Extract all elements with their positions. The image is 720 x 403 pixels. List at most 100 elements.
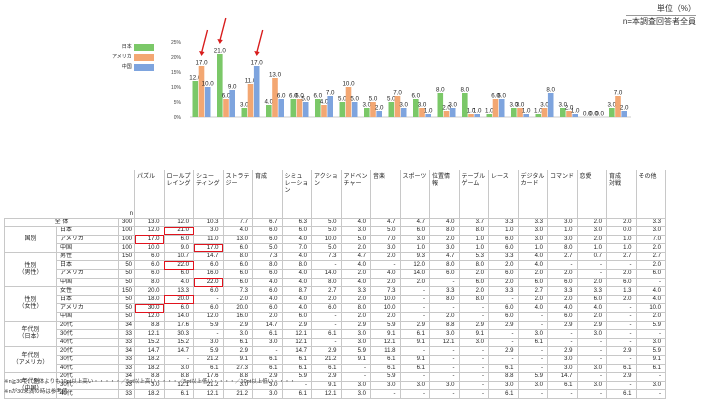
table-cell: 1.0 <box>547 226 578 236</box>
table-cell: - <box>370 260 401 271</box>
y-tick-label: 5% <box>174 100 182 106</box>
table-cell: 6.0 <box>281 226 312 236</box>
bar-japan <box>388 102 395 117</box>
table-cell: 6.1 <box>488 389 519 399</box>
table-row: 日本 50 18.0 20.0-2.0 4.0 4.0 2.0 2.0 10.0-8.0 8.0-… <box>5 294 666 305</box>
table-cell: 5.0 <box>311 226 342 236</box>
table-cell: 3.3 <box>547 286 578 296</box>
table-cell: 3.0 <box>340 329 371 339</box>
table-cell: - <box>429 355 460 365</box>
table-cell: 6.0 <box>222 269 253 279</box>
table-cell: 5.0 <box>370 226 401 236</box>
bar-japan <box>290 99 297 117</box>
bar-chart: 25% 20% 15% 10% 5% 0% 12.0 17.0 10.0 21.0 6.0 9.0 3.… <box>171 17 631 121</box>
table-cell: - <box>399 389 430 399</box>
data-label: 10.0 <box>342 81 355 88</box>
table-cell: 1.0 <box>458 243 489 253</box>
table-cell: - <box>517 320 548 331</box>
table-cell: 3.0 <box>193 337 224 348</box>
table-cell: 6.0 <box>193 286 224 296</box>
table-cell: 2.7 <box>547 251 578 262</box>
table-cell: - <box>311 337 342 348</box>
data-label: 3.0 <box>418 102 427 109</box>
significance-note: ※n≧30で、全体よりも10pt以上高い・・・・・／5pt以上高い・・・・／5p… <box>4 379 296 385</box>
table-cell: 6.0 <box>252 286 283 296</box>
legend-swatch <box>133 43 154 51</box>
table-cell: 9.1 <box>458 329 489 339</box>
table-cell: 12.1 <box>281 337 312 348</box>
table-cell: 10.7 <box>163 251 194 262</box>
table-cell: 2.9 <box>222 320 253 331</box>
table-cell: 3.3 <box>576 286 607 296</box>
table-cell: - <box>517 363 548 374</box>
highlight-arrow <box>219 17 227 42</box>
table-cell: 2.0 <box>429 234 460 245</box>
table-cell: 2.9 <box>281 320 312 331</box>
table-cell: 4.0 <box>576 303 607 314</box>
table-cell: 4.0 <box>517 303 548 314</box>
table-cell: 2.0 <box>547 269 578 279</box>
table-cell: 6.0 <box>576 294 607 305</box>
data-label: 6.0 <box>497 93 506 100</box>
data-label: 17.0 <box>251 60 264 67</box>
n-cell: 100 <box>118 243 135 253</box>
table-cell: 2.9 <box>488 320 519 331</box>
table-cell: 12.1 <box>134 329 165 339</box>
bar-usa <box>492 99 499 117</box>
data-label: 3.0 <box>607 102 616 109</box>
bar-usa <box>296 99 303 117</box>
table-cell: 2.7 <box>606 251 637 262</box>
table-cell: 4.0 <box>281 277 312 288</box>
table-cell: 21.2 <box>222 389 253 399</box>
table-cell: - <box>370 389 401 399</box>
table-row: 中国 50 12.0 14.0 12.0 16.0 2.0 6.0-2.0 2.0-2.0-6.… <box>5 312 666 322</box>
table-cell: - <box>340 363 371 374</box>
bar-japan <box>560 108 566 117</box>
y-tick-label: 10% <box>171 85 182 91</box>
data-label: 0.0 <box>589 111 598 118</box>
table-cell: 1.0 <box>606 243 637 253</box>
table-cell: - <box>547 260 578 271</box>
table-cell: 4.7 <box>370 217 401 228</box>
bar-japan <box>437 93 444 117</box>
row-label: 30代 <box>56 355 119 365</box>
bar-japan <box>535 114 542 117</box>
table-cell: 3.0 <box>163 363 194 374</box>
row-label: アメリカ <box>56 303 119 314</box>
table-cell: 5.9 <box>340 346 371 356</box>
table-cell: 2.0 <box>311 294 342 305</box>
table-cell: 3.0 <box>340 337 371 348</box>
row-label: 40代 <box>56 337 119 348</box>
table-cell: - <box>399 303 430 314</box>
table-row: 30代 33 18.2-21.2 9.1 6.1 6.1 21.2 9.1 6.1 9.1- - - -… <box>5 355 666 365</box>
table-cell: 6.0 <box>488 243 519 253</box>
table-cell: 9.1 <box>340 355 371 365</box>
data-label: 21.0 <box>214 48 227 55</box>
data-label: 1.0 <box>522 108 531 115</box>
table-cell: - <box>517 355 548 365</box>
data-label: 11.0 <box>245 78 257 85</box>
table-cell: - <box>606 320 637 331</box>
group-label: 性別 （男性） <box>4 251 57 288</box>
table-cell: - <box>576 346 607 356</box>
n-cell: 34 <box>118 320 135 331</box>
table-cell: 6.0 <box>429 269 460 279</box>
data-label: 2.0 <box>375 105 384 112</box>
data-label: 5.0 <box>301 96 310 103</box>
table-cell: 2.0 <box>458 286 489 296</box>
table-cell: 6.1 <box>547 380 578 391</box>
table-row: 年代別 （アメリカ） 20代 34 14.7 14.7 5.9 2.9-14.7 2.9 5.9… <box>4 346 666 374</box>
table-cell: 6.0 <box>134 269 165 279</box>
table-cell: 9.1 <box>399 355 430 365</box>
table-cell: - <box>458 346 489 356</box>
table-cell: - <box>517 346 548 356</box>
table-cell: - <box>193 294 224 305</box>
table-cell: 3.0 <box>193 226 224 236</box>
table-cell: 6.1 <box>163 389 194 399</box>
table-cell: 4.7 <box>340 251 371 262</box>
y-tick-label: 20% <box>171 55 182 61</box>
table-cell: - <box>488 337 519 348</box>
bar-china <box>425 114 431 117</box>
table-cell: 0.0 <box>606 226 637 236</box>
bar-usa <box>272 78 278 117</box>
